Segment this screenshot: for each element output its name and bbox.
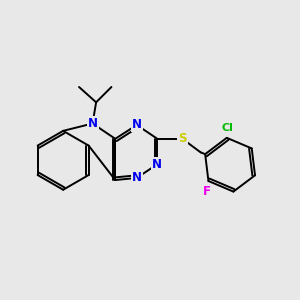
Text: F: F xyxy=(203,185,211,198)
Text: N: N xyxy=(88,117,98,130)
Text: N: N xyxy=(132,118,142,131)
Text: Cl: Cl xyxy=(221,122,233,133)
Text: N: N xyxy=(152,158,162,171)
Text: N: N xyxy=(132,172,142,184)
Text: S: S xyxy=(178,132,187,145)
